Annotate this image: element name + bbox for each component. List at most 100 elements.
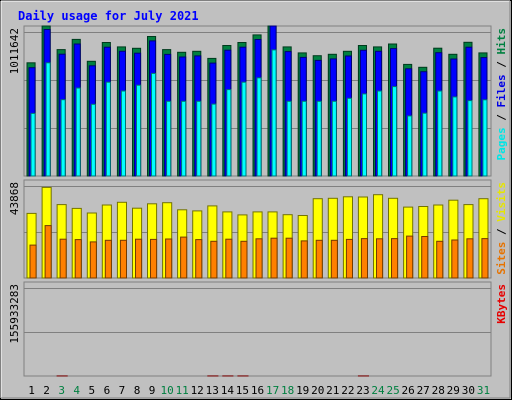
y-max-label: 43868 — [8, 182, 21, 215]
legend-visits: Visits — [495, 182, 508, 222]
x-tick-label: 21 — [326, 384, 339, 397]
x-tick-label: 31 — [477, 384, 490, 397]
bar-visits-sites-day-19 — [300, 240, 308, 279]
x-tick-label: 10 — [160, 384, 173, 397]
bar-hits-pages-day-15 — [241, 81, 247, 177]
bar-hits-pages-day-5 — [90, 103, 96, 177]
bar-hits-pages-day-14 — [226, 89, 232, 177]
legend-hits: Pages / Files / Hits — [495, 28, 508, 161]
x-tick-label: 13 — [206, 384, 219, 397]
x-tick-label: 22 — [341, 384, 354, 397]
x-tick-label: 11 — [176, 384, 189, 397]
chart-panels: 1011642 Pages / Files / Hits 43868 Sites / … — [8, 25, 508, 377]
bar-visits-sites-day-4 — [74, 239, 82, 279]
x-tick-label: 3 — [58, 384, 65, 397]
bar-visits-sites-day-18 — [285, 237, 293, 279]
bar-hits-pages-day-31 — [482, 99, 488, 177]
bar-hits-pages-day-28 — [437, 90, 443, 177]
x-tick-label: 16 — [251, 384, 264, 397]
chart-title: Daily usage for July 2021 — [18, 9, 199, 23]
legend-kbytes: KBytes — [495, 284, 508, 324]
bar-hits-pages-day-24 — [377, 90, 383, 177]
bar-visits-sites-day-28 — [436, 240, 444, 279]
legend-pages: Pages — [495, 127, 508, 160]
x-tick-label: 30 — [462, 384, 475, 397]
x-tick-label: 27 — [417, 384, 430, 397]
panel-frame — [23, 281, 492, 377]
panel-kbytes: 155933283 KBytes — [8, 281, 508, 377]
bar-hits-pages-day-9 — [151, 72, 157, 177]
bar-visits-sites-day-13 — [210, 240, 218, 279]
x-tick-label: 4 — [73, 384, 80, 397]
x-axis: 1 2 3 4 5 6 7 8 9 10 11 12 13 14 15 16 17 18 19 20 21 22 23 24 2… — [28, 384, 490, 397]
legend-text: Sites / Visits — [495, 182, 508, 275]
bar-visits-sites-day-23 — [360, 238, 368, 279]
bar-visits-sites-day-8 — [135, 238, 143, 279]
bar-visits-sites-day-9 — [150, 238, 158, 279]
bar-hits-pages-day-19 — [301, 100, 307, 177]
x-tick-label: 17 — [266, 384, 279, 397]
x-tick-label: 26 — [401, 384, 414, 397]
x-tick-label: 12 — [191, 384, 204, 397]
bar-visits-sites-day-12 — [195, 239, 203, 279]
bar-hits-pages-day-11 — [181, 100, 187, 177]
x-tick-label: 23 — [356, 384, 369, 397]
x-tick-label: 7 — [119, 384, 126, 397]
bar-visits-sites-day-1 — [29, 244, 37, 279]
x-tick-label: 8 — [134, 384, 141, 397]
x-tick-label: 9 — [149, 384, 156, 397]
bar-hits-pages-day-23 — [361, 93, 367, 177]
bar-hits-pages-day-26 — [407, 115, 413, 177]
bar-hits-pages-day-1 — [30, 112, 36, 177]
bar-visits-sites-day-6 — [104, 239, 112, 279]
x-tick-label: 28 — [432, 384, 445, 397]
bar-visits-sites-day-30 — [466, 238, 474, 279]
x-tick-label: 29 — [447, 384, 460, 397]
legend-files: Files — [495, 74, 508, 107]
bar-hits-pages-day-8 — [136, 84, 142, 177]
x-tick-label: 5 — [88, 384, 95, 397]
bar-visits-sites-day-10 — [165, 238, 173, 279]
legend-hits: Hits — [495, 28, 508, 55]
x-tick-label: 1 — [28, 384, 35, 397]
bar-visits-sites-day-16 — [255, 238, 263, 279]
legend-separator: / — [495, 55, 508, 75]
x-tick-label: 14 — [221, 384, 235, 397]
legend-text: KBytes — [495, 284, 508, 324]
bar-hits-pages-day-22 — [346, 97, 352, 177]
x-tick-label: 25 — [386, 384, 399, 397]
bar-hits-pages-day-20 — [316, 100, 322, 177]
bar-hits-pages-day-16 — [256, 77, 262, 177]
x-tick-label: 2 — [43, 384, 50, 397]
y-max-label: 1011642 — [8, 28, 21, 74]
bar-hits-pages-day-6 — [105, 81, 111, 177]
bar-hits-pages-day-27 — [422, 112, 428, 177]
bar-visits-sites-day-5 — [89, 241, 97, 279]
bar-visits-sites-day-31 — [481, 238, 489, 279]
bar-hits-pages-day-21 — [331, 100, 337, 177]
bar-hits-pages-day-10 — [166, 100, 172, 177]
x-tick-label: 20 — [311, 384, 324, 397]
bar-hits-pages-day-17 — [271, 49, 277, 177]
bar-visits-sites-day-27 — [421, 236, 429, 279]
x-tick-label: 24 — [371, 384, 385, 397]
bar-hits-pages-day-18 — [286, 100, 292, 177]
legend-kbytes: KBytes — [495, 284, 508, 324]
legend-sites: Sites — [495, 242, 508, 275]
legend-separator: / — [495, 222, 508, 242]
x-tick-label: 15 — [236, 384, 249, 397]
bar-visits-sites-day-22 — [345, 238, 353, 279]
bar-visits-sites-day-25 — [391, 238, 399, 279]
bar-hits-pages-day-7 — [120, 90, 127, 177]
bar-visits-sites-day-20 — [315, 239, 323, 279]
bar-visits-sites-day-2 — [44, 225, 52, 279]
bar-visits-sites-day-11 — [180, 236, 188, 279]
bar-hits-pages-day-2 — [45, 62, 51, 177]
y-max-label: 155933283 — [8, 284, 21, 344]
bar-hits-pages-day-29 — [452, 96, 458, 177]
bar-visits-sites-day-3 — [59, 238, 67, 279]
bar-hits-pages-day-30 — [467, 100, 473, 177]
bar-visits-sites-day-29 — [451, 239, 459, 279]
bar-hits-pages-day-25 — [392, 86, 398, 177]
